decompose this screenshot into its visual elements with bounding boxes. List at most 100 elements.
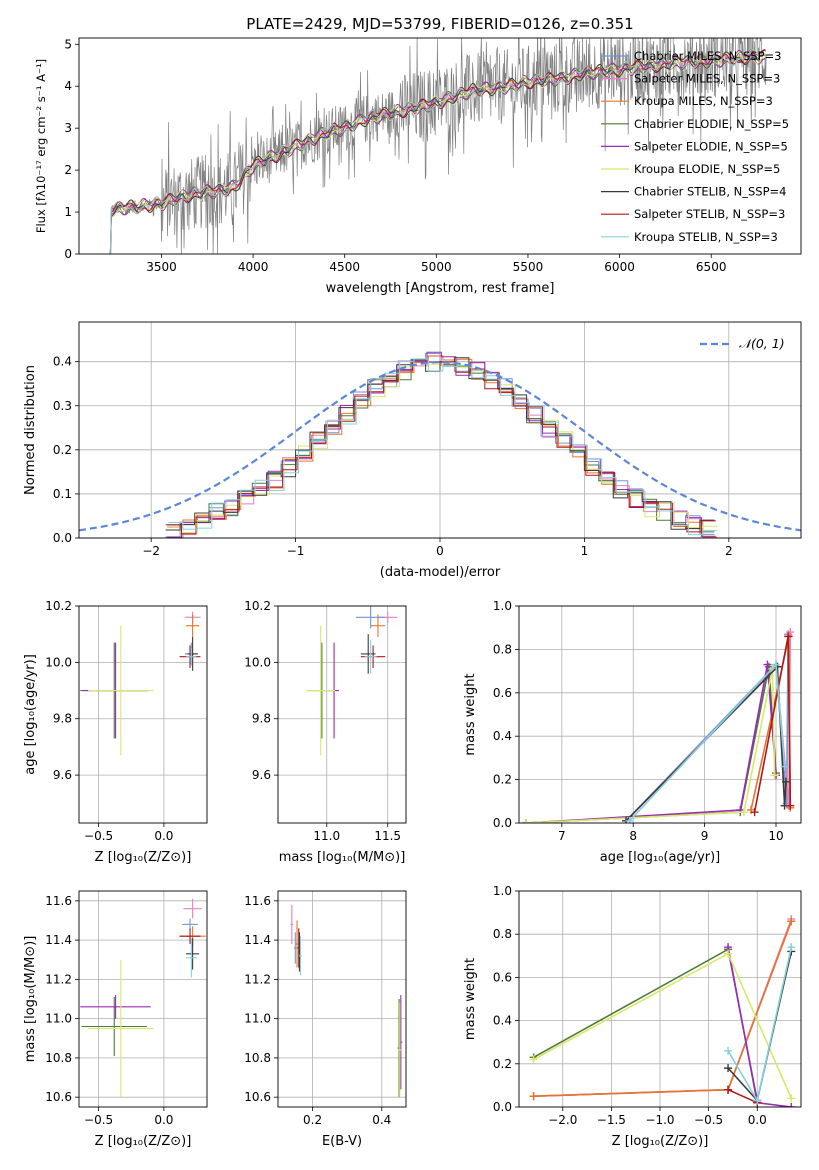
y-tick-label: 11.4 bbox=[45, 933, 72, 947]
x-tick-label: −0.5 bbox=[84, 1113, 113, 1127]
errorbar-point-kroupa_miles bbox=[370, 614, 386, 637]
axes-frame bbox=[78, 890, 208, 1108]
y-tick-label: 3 bbox=[64, 121, 72, 135]
axes-frame bbox=[78, 321, 802, 539]
errorbar-point-salpeter_stelib bbox=[179, 928, 201, 945]
y-tick-label: 0.8 bbox=[493, 927, 512, 941]
errorbar-point-kroupa_stelib bbox=[186, 938, 197, 978]
y-tick-label: 0.4 bbox=[493, 1014, 512, 1028]
errorbar-point-salpeter_elodie bbox=[80, 995, 151, 1019]
x-tick-label: 11.5 bbox=[374, 829, 401, 843]
weight-line-kroupa_elodie bbox=[526, 668, 776, 823]
plot-area bbox=[306, 606, 398, 756]
y-tick-label: 0.6 bbox=[493, 970, 512, 984]
y-tick-label: 10.6 bbox=[244, 1090, 271, 1104]
y-tick-label: 11.2 bbox=[45, 972, 72, 986]
errorbar-point-chabrier_stelib bbox=[187, 637, 198, 671]
weight-marker-salpeter_stelib bbox=[784, 632, 793, 641]
y-tick-label: 0.0 bbox=[493, 816, 512, 830]
y-tick-label: 11.0 bbox=[244, 1012, 271, 1026]
axes-frame bbox=[277, 605, 407, 824]
axes-frame bbox=[518, 605, 802, 824]
weight-marker-chabrier_stelib bbox=[724, 1064, 733, 1073]
x-tick-label: 1 bbox=[581, 544, 589, 558]
x-tick-label: −0.5 bbox=[694, 1113, 723, 1127]
weight-marker-kroupa_elodie bbox=[529, 1055, 538, 1064]
x-axis-label: Z [log₁₀(Z/Z⊙)] bbox=[612, 1134, 709, 1149]
y-tick-label: 0.1 bbox=[53, 487, 72, 501]
axes-frame bbox=[78, 605, 208, 824]
axes-frame bbox=[78, 37, 802, 255]
x-tick-label: 0.4 bbox=[372, 1113, 391, 1127]
y-axis-label: Flux [fλ10⁻¹⁷ erg cm⁻² s⁻¹ A⁻¹] bbox=[34, 59, 48, 233]
x-tick-label: −2.0 bbox=[548, 1113, 577, 1127]
panel-mass-z: −0.5 0.0 10.6 10.8 11.0 11.2 11.4 11.6 Z [log₁₀(… bbox=[23, 890, 208, 1149]
x-tick-label: 11.0 bbox=[313, 829, 340, 843]
histogram-salpeter_elodie bbox=[167, 351, 716, 538]
y-tick-label: 5 bbox=[64, 37, 72, 51]
x-tick-label: 4500 bbox=[329, 260, 360, 274]
y-tick-label: 10.6 bbox=[45, 1090, 72, 1104]
y-tick-label: 9.6 bbox=[252, 768, 271, 782]
y-tick-label: 0.2 bbox=[493, 773, 512, 787]
errorbar-point-chabrier_miles bbox=[293, 932, 297, 964]
weight-marker-kroupa_elodie bbox=[787, 1094, 796, 1103]
y-tick-label: 0.0 bbox=[53, 531, 72, 545]
y-tick-label: 0.2 bbox=[493, 1057, 512, 1071]
y-tick-label: 11.0 bbox=[45, 1012, 72, 1026]
errorbar-point-chabrier_miles bbox=[356, 606, 386, 629]
y-axis-label: age [log₁₀(age/yr)] bbox=[23, 654, 38, 775]
plot-area bbox=[80, 611, 201, 756]
x-axis-label: mass [log₁₀(M/M⊙)] bbox=[279, 850, 406, 865]
histogram-kroupa_stelib bbox=[168, 358, 718, 536]
legend-entry: Chabrier MILES, N_SSP=3 bbox=[634, 49, 781, 63]
x-axis-label: age [log₁₀(age/yr)] bbox=[600, 850, 721, 865]
y-tick-label: 0.2 bbox=[53, 443, 72, 457]
x-axis-label: Z [log₁₀(Z/Z⊙)] bbox=[95, 850, 192, 865]
errorbar-point-kroupa_elodie bbox=[398, 1002, 402, 1098]
y-axis-label: Normed distribution bbox=[23, 365, 38, 495]
y-tick-label: 11.4 bbox=[244, 933, 271, 947]
legend-entry: Kroupa ELODIE, N_SSP=5 bbox=[634, 162, 780, 176]
spectrum-model-kroupa_stelib bbox=[109, 49, 766, 254]
errorbar-point-kroupa_elodie bbox=[88, 625, 154, 756]
weight-line-salpeter_elodie bbox=[526, 664, 777, 823]
histogram-salpeter_stelib bbox=[167, 361, 716, 535]
y-tick-label: 10.2 bbox=[45, 599, 72, 613]
y-tick-label: 1.0 bbox=[493, 599, 512, 613]
weight-marker-chabrier_stelib bbox=[782, 777, 791, 786]
y-tick-label: 4 bbox=[64, 79, 72, 93]
x-tick-label: 0.0 bbox=[154, 1113, 173, 1127]
weight-marker-salpeter_miles bbox=[786, 628, 795, 637]
y-tick-label: 10.8 bbox=[45, 1051, 72, 1065]
weight-line-chabrier_elodie bbox=[526, 666, 777, 823]
y-tick-label: 9.6 bbox=[53, 768, 72, 782]
x-tick-label: 0.2 bbox=[303, 1113, 322, 1127]
x-axis-label: (data-model)/error bbox=[380, 565, 501, 580]
panel-age-mass: 11.0 11.5 9.6 9.8 10.0 10.2 mass [log₁₀(M/M⊙)] bbox=[244, 599, 407, 865]
x-tick-label: 6500 bbox=[696, 260, 727, 274]
legend-entry: Kroupa MILES, N_SSP=3 bbox=[634, 94, 773, 108]
panel-residuals: −2 −1 0 1 2 0.0 0.1 0.2 0.3 0.4 (data-model)/error… bbox=[23, 321, 802, 580]
panel-spectrum: 3500 4000 4500 5000 5500 6000 6500 0 1 2 3 4 5 wavele… bbox=[34, 37, 802, 296]
x-tick-label: 5500 bbox=[513, 260, 544, 274]
errorbar-point-kroupa_elodie bbox=[88, 959, 154, 1098]
figure-title: PLATE=2429, MJD=53799, FIBERID=0126, z=0… bbox=[246, 15, 633, 33]
x-tick-label: −0.5 bbox=[84, 829, 113, 843]
legend-entry: Kroupa STELIB, N_SSP=3 bbox=[634, 230, 778, 244]
x-tick-label: 6000 bbox=[604, 260, 635, 274]
y-tick-label: 0 bbox=[64, 247, 72, 261]
legend-entry: Salpeter STELIB, N_SSP=3 bbox=[634, 207, 785, 221]
y-tick-label: 11.6 bbox=[45, 894, 72, 908]
plot-area bbox=[290, 904, 403, 1098]
x-tick-label: −1.0 bbox=[645, 1113, 674, 1127]
y-tick-label: 9.8 bbox=[252, 712, 271, 726]
y-tick-label: 11.2 bbox=[244, 972, 271, 986]
weight-line-kroupa_stelib bbox=[629, 662, 786, 822]
y-tick-label: 11.6 bbox=[244, 894, 271, 908]
x-tick-label: 3500 bbox=[146, 260, 177, 274]
y-tick-label: 2 bbox=[64, 163, 72, 177]
panel-mass-ebv: 0.2 0.4 10.6 10.8 11.0 11.2 11.4 11.6 E(B-V) bbox=[244, 890, 407, 1149]
legend-entry: Salpeter ELODIE, N_SSP=5 bbox=[634, 139, 788, 153]
weight-marker-kroupa_stelib bbox=[724, 1046, 733, 1055]
